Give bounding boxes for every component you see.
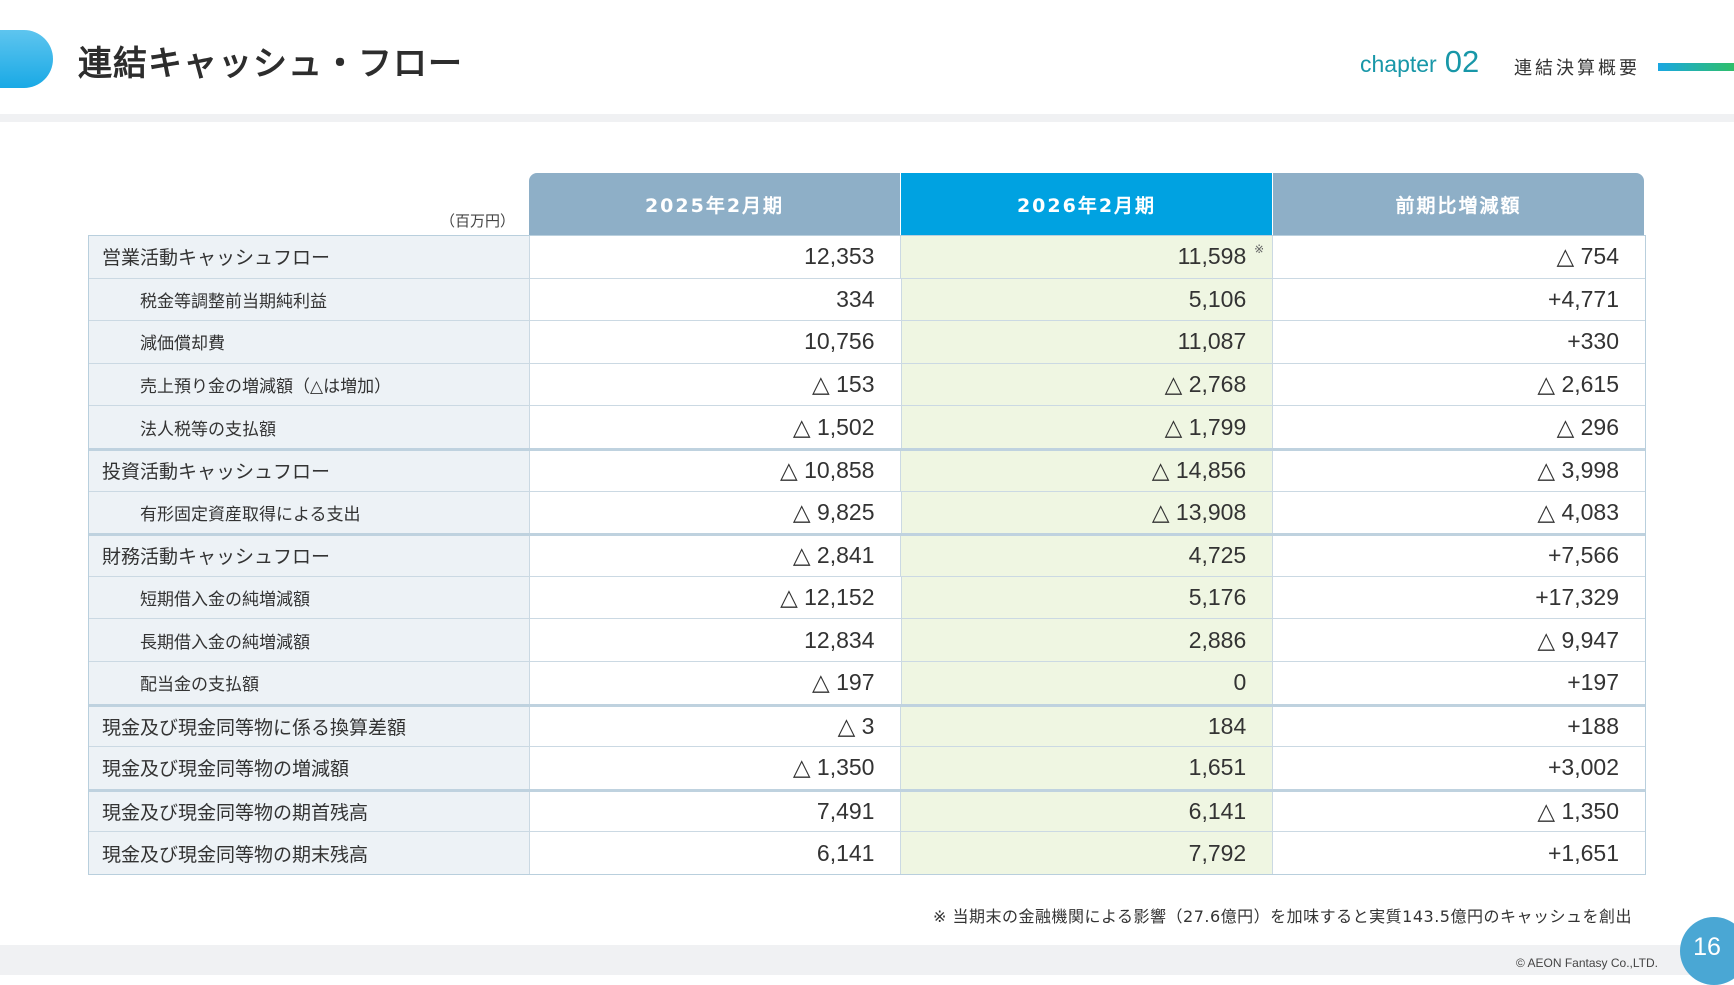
footnote: ※ 当期末の金融機関による影響（27.6億円）を加味すると実質143.5億円のキ… <box>933 907 1632 926</box>
value-2026: △ 13,908 <box>901 491 1274 534</box>
chapter-accent-line <box>1658 63 1734 71</box>
value-change: △ 1,350 <box>1537 798 1619 825</box>
value-2025: 10,756 <box>530 321 902 363</box>
row-label: 短期借入金の純増減額 <box>89 576 530 619</box>
table-row: 現金及び現金同等物の期末残高 6,141 7,792 +1,651 <box>89 831 1645 874</box>
value-change: △ 4,083 <box>1537 498 1620 525</box>
page-number-badge: 16 <box>1680 917 1734 985</box>
value-2025: 7,491 <box>530 791 902 832</box>
column-header-2026: 2026年2月期 <box>901 173 1272 235</box>
value-2025: △ 9,825 <box>530 491 902 534</box>
value-2025: 6,141 <box>530 832 902 874</box>
chapter-label: 連結決算概要 <box>1514 58 1640 79</box>
chapter-number: 02 <box>1444 44 1480 79</box>
value-2026-text: 11,598 <box>1177 243 1247 270</box>
value-change: +3,002 <box>1548 754 1619 781</box>
table-row: 法人税等の支払額 △ 1,502 △ 1,799 △ 296 <box>89 405 1645 448</box>
value-2026: △ 2,768 <box>901 363 1274 406</box>
table-row: 有形固定資産取得による支出 △ 9,825 △ 13,908 △ 4,083 <box>89 490 1645 534</box>
column-header-2025: 2025年2月期 <box>529 173 900 235</box>
row-label: 営業活動キャッシュフロー <box>89 236 530 278</box>
row-label: 現金及び現金同等物の増減額 <box>89 747 530 789</box>
row-label: 長期借入金の純増減額 <box>89 619 530 661</box>
value-2026: 0 <box>901 661 1274 704</box>
unit-label: （百万円） <box>440 212 516 230</box>
value-change: +188 <box>1567 712 1619 739</box>
row-label: 法人税等の支払額 <box>89 406 530 448</box>
table-row: 現金及び現金同等物の増減額 △ 1,350 1,651 +3,002 <box>89 746 1645 789</box>
value-2025: △ 153 <box>530 363 902 406</box>
row-label: 現金及び現金同等物の期首残高 <box>89 791 530 832</box>
value-2025: △ 1,350 <box>530 747 902 789</box>
table-row: 減価償却費 10,756 11,087 +330 <box>89 320 1645 363</box>
value-2026: 1,651 <box>901 747 1274 789</box>
row-label: 税金等調整前当期純利益 <box>89 278 530 321</box>
table-row: 売上預り金の増減額（△は増加） △ 153 △ 2,768 △ 2,615 <box>89 362 1645 406</box>
value-2026: 11,087 <box>901 321 1274 363</box>
value-2026: 5,106 <box>901 278 1274 321</box>
table-row: 短期借入金の純増減額 △ 12,152 5,176 +17,329 <box>89 575 1645 619</box>
value-2025: △ 3 <box>530 706 902 747</box>
row-label: 減価償却費 <box>89 321 530 363</box>
value-change: △ 754 <box>1556 243 1619 270</box>
table-row: 財務活動キャッシュフロー △ 2,841 4,725 +7,566 <box>89 533 1645 576</box>
value-2025: △ 197 <box>530 661 902 704</box>
value-change: +330 <box>1567 328 1620 355</box>
table-row: 税金等調整前当期純利益 334 5,106 +4,771 <box>89 277 1645 321</box>
row-label: 現金及び現金同等物の期末残高 <box>89 832 530 874</box>
value-2026: 11,598 ※ <box>901 236 1274 278</box>
header-divider <box>0 114 1734 122</box>
page-title: 連結キャッシュ・フロー <box>78 44 463 84</box>
value-change: +1,651 <box>1548 839 1619 866</box>
value-2025: △ 2,841 <box>530 536 902 576</box>
table-row: 現金及び現金同等物の期首残高 7,491 6,141 △ 1,350 <box>89 788 1645 832</box>
table-row: 配当金の支払額 △ 197 0 +197 <box>89 660 1645 704</box>
value-2026: △ 14,856 <box>901 450 1274 491</box>
footer-band <box>0 945 1734 975</box>
value-2025: △ 10,858 <box>530 450 902 491</box>
page-number: 16 <box>1693 933 1721 961</box>
value-2025: 12,353 <box>530 236 902 278</box>
value-2026: 2,886 <box>901 619 1274 661</box>
title-accent-tab <box>0 30 53 88</box>
value-2026: 184 <box>901 706 1274 747</box>
row-label: 現金及び現金同等物に係る換算差額 <box>89 706 530 747</box>
value-change: △ 2,615 <box>1537 371 1620 398</box>
column-header-change: 前期比増減額 <box>1273 173 1644 235</box>
cash-flow-table: 営業活動キャッシュフロー 12,353 11,598 ※ △ 754 税金等調整前… <box>88 235 1646 875</box>
row-label: 有形固定資産取得による支出 <box>89 491 530 534</box>
chapter-word: chapter <box>1360 51 1437 77</box>
value-change: +4,771 <box>1548 285 1620 312</box>
row-label: 配当金の支払額 <box>89 661 530 704</box>
value-2026: 6,141 <box>901 791 1274 832</box>
chapter-indicator: chapter 02 <box>1360 44 1479 80</box>
value-change: +197 <box>1567 669 1620 696</box>
copyright: © AEON Fantasy Co.,LTD. <box>1516 956 1658 970</box>
table-row: 投資活動キャッシュフロー △ 10,858 △ 14,856 △ 3,998 <box>89 447 1645 491</box>
value-change: △ 9,947 <box>1537 626 1620 653</box>
table-row: 現金及び現金同等物に係る換算差額 △ 3 184 +188 <box>89 703 1645 747</box>
value-2026: 7,792 <box>901 832 1274 874</box>
row-label: 財務活動キャッシュフロー <box>89 536 530 576</box>
value-2026: △ 1,799 <box>901 406 1274 448</box>
value-change: △ 296 <box>1556 413 1620 440</box>
value-change: △ 3,998 <box>1537 457 1619 484</box>
row-label: 売上預り金の増減額（△は増加） <box>89 363 530 406</box>
table-row: 営業活動キャッシュフロー 12,353 11,598 ※ △ 754 <box>89 235 1645 278</box>
row-label: 投資活動キャッシュフロー <box>89 450 530 491</box>
value-2025: △ 12,152 <box>530 576 902 619</box>
value-2025: 334 <box>530 278 902 321</box>
value-2026: 4,725 <box>901 536 1274 576</box>
table-row: 長期借入金の純増減額 12,834 2,886 △ 9,947 <box>89 618 1645 661</box>
value-2025: 12,834 <box>530 619 902 661</box>
footnote-mark: ※ <box>1254 242 1265 256</box>
value-change: +17,329 <box>1535 584 1620 611</box>
value-2025: △ 1,502 <box>530 406 902 448</box>
value-change: +7,566 <box>1548 542 1619 569</box>
value-2026: 5,176 <box>901 576 1274 619</box>
